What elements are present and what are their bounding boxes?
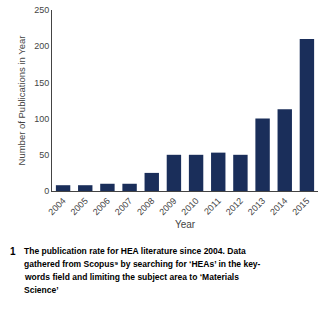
svg-text:2010: 2010 <box>179 196 200 217</box>
svg-text:2012: 2012 <box>224 196 245 217</box>
svg-text:50: 50 <box>39 150 49 160</box>
svg-text:2008: 2008 <box>135 196 156 217</box>
svg-text:words field and limiting the s: words field and limiting the subject are… <box>24 272 239 282</box>
svg-text:gathered from Scopus⁹ by searc: gathered from Scopus⁹ by searching for ‘… <box>24 259 261 269</box>
svg-text:150: 150 <box>34 78 49 88</box>
svg-text:250: 250 <box>34 5 49 15</box>
svg-text:2006: 2006 <box>91 196 112 217</box>
svg-text:Science’: Science’ <box>24 285 59 295</box>
svg-text:Year: Year <box>175 219 196 230</box>
svg-text:0: 0 <box>44 186 49 196</box>
svg-text:2009: 2009 <box>157 196 178 217</box>
svg-text:The publication rate for HEA l: The publication rate for HEA literature … <box>24 246 246 256</box>
svg-text:2005: 2005 <box>69 196 90 217</box>
svg-text:2011: 2011 <box>202 196 223 217</box>
svg-text:2015: 2015 <box>290 196 311 217</box>
svg-text:2014: 2014 <box>268 196 289 217</box>
svg-text:2013: 2013 <box>246 196 267 217</box>
svg-text:1: 1 <box>10 246 16 257</box>
svg-text:2007: 2007 <box>113 196 134 217</box>
svg-text:2004: 2004 <box>46 196 67 217</box>
svg-text:200: 200 <box>34 41 49 51</box>
svg-text:Number of Publications in Year: Number of Publications in Year <box>16 36 27 166</box>
svg-text:100: 100 <box>34 114 49 124</box>
